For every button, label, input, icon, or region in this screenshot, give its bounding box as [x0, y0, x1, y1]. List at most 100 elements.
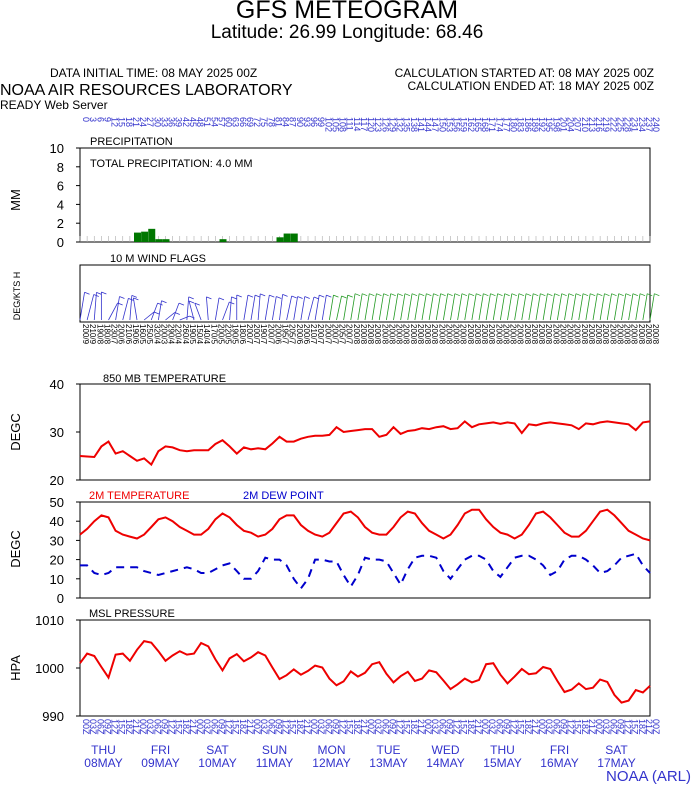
step-label: 231 [630, 117, 640, 132]
step-label: 135 [402, 117, 412, 132]
wind-barb-flag [582, 293, 589, 297]
hour-label: 06Z [437, 719, 447, 735]
t850-ytick-label: 20 [50, 473, 64, 488]
wind-barb [585, 293, 591, 321]
hour-label: 00Z [423, 719, 433, 735]
wind-label: 200/8 [501, 324, 510, 345]
wind-barb [407, 293, 413, 321]
pressure-ytick-label: 990 [42, 709, 64, 724]
wind-barb-flag [304, 296, 310, 299]
wind-barb-flag [276, 296, 282, 299]
wind-label: 200/8 [630, 324, 639, 345]
hour-label: 15Z [402, 719, 412, 735]
step-label: 117 [359, 117, 369, 131]
wind-barb [364, 293, 370, 321]
wind-label: 200/6 [273, 324, 282, 345]
wind-barb-flag [440, 293, 446, 297]
wind-barb-flag [618, 293, 624, 297]
wind-barb [606, 293, 612, 321]
wind-barb-flag [575, 293, 582, 297]
wind-barb-flag [128, 297, 134, 301]
wind-label: 220/4 [174, 324, 183, 345]
step-label: 105 [330, 117, 340, 132]
step-label: 81 [273, 117, 283, 127]
precip-total: TOTAL PRECIPITATION: 4.0 MM [90, 158, 253, 170]
step-label: 72 [252, 117, 262, 127]
hour-label: 18Z [124, 719, 134, 735]
wind-label: 200/8 [615, 324, 624, 345]
pressure-title: MSL PRESSURE [89, 608, 175, 620]
wind-label: 190/5 [231, 324, 240, 345]
wind-label: 200/8 [566, 324, 575, 345]
hour-label: 18Z [238, 719, 248, 735]
wind-label: 180/8 [102, 324, 111, 345]
temp2m-ylabel: DEGC [8, 530, 23, 568]
wind-label: 200/8 [437, 324, 446, 345]
hour-label: 00Z [537, 719, 547, 735]
hour-label: 06Z [266, 719, 276, 735]
hour-label: 03Z [430, 719, 440, 735]
step-label: 75 [259, 117, 269, 127]
temp2m-ytick-label: 0 [57, 591, 64, 606]
wind-barb-flag [188, 300, 195, 304]
date-label: 09MAY [141, 756, 179, 770]
hour-label: 12Z [509, 719, 519, 735]
wind-barb [499, 293, 506, 321]
wind-barb [357, 293, 363, 321]
temp2m-legend: 2M TEMPERATURE [89, 490, 189, 502]
step-label: 186 [523, 117, 533, 132]
temp2m-ytick-label: 10 [50, 572, 64, 587]
day-label: SUN [262, 743, 287, 757]
wind-label: 160/5 [138, 324, 147, 345]
wind-barb-flag [131, 295, 137, 298]
wind-barb-flag [369, 293, 375, 297]
wind-label: 200/8 [587, 324, 596, 345]
wind-barb [264, 295, 270, 321]
step-label: 39 [174, 117, 184, 127]
wind-label: 190/5 [188, 324, 197, 345]
precip-bar [290, 233, 298, 242]
step-label: 123 [373, 117, 383, 132]
wind-barb [578, 293, 584, 321]
temp2m-ytick-label: 30 [50, 533, 64, 548]
wind-label: 200/8 [494, 324, 503, 345]
date-label: 08MAY [84, 756, 122, 770]
temp2m-line [79, 508, 651, 542]
wind-barb-flag [354, 293, 361, 297]
wind-label: 200/6 [302, 324, 311, 345]
wind-barb [464, 293, 470, 321]
date-label: 16MAY [540, 756, 578, 770]
hour-label: 03Z [373, 719, 383, 735]
step-label: 177 [501, 117, 511, 132]
wind-barb-flag [133, 297, 139, 301]
hour-label: 00Z [195, 719, 205, 735]
hour-label: 18Z [409, 719, 419, 735]
wind-barb-flag [247, 294, 254, 298]
wind-label: 200/8 [480, 324, 489, 345]
wind-barb-flag [554, 293, 560, 297]
wind-barb [549, 293, 555, 321]
precip-bar [283, 233, 291, 242]
wind-barb [214, 297, 220, 321]
wind-barb-flag [419, 293, 425, 297]
wind-barb [336, 295, 342, 321]
t850-ytick-label: 30 [50, 425, 64, 440]
wind-barb-flag [504, 293, 510, 297]
wind-barb-flag [590, 293, 596, 297]
wind-barb-flag [639, 293, 646, 297]
wind-barb [150, 303, 158, 321]
step-label: 9 [102, 117, 112, 122]
latlon-subtitle: Latitude: 26.99 Longitude: 68.46 [210, 22, 484, 43]
wind-barb-flag [153, 311, 160, 315]
wind-barb-flag [297, 296, 303, 299]
wind-label: 200/8 [459, 324, 468, 345]
credit-link[interactable]: NOAA (ARL) [606, 768, 692, 785]
hour-label: 09Z [387, 719, 397, 735]
wind-label: 200/6 [117, 324, 126, 345]
wind-barb [435, 293, 441, 321]
hour-label: 09Z [501, 719, 511, 735]
page-title: GFS METEOGRAM [235, 0, 459, 24]
step-label: 198 [551, 117, 561, 132]
step-label: 84 [281, 117, 291, 127]
